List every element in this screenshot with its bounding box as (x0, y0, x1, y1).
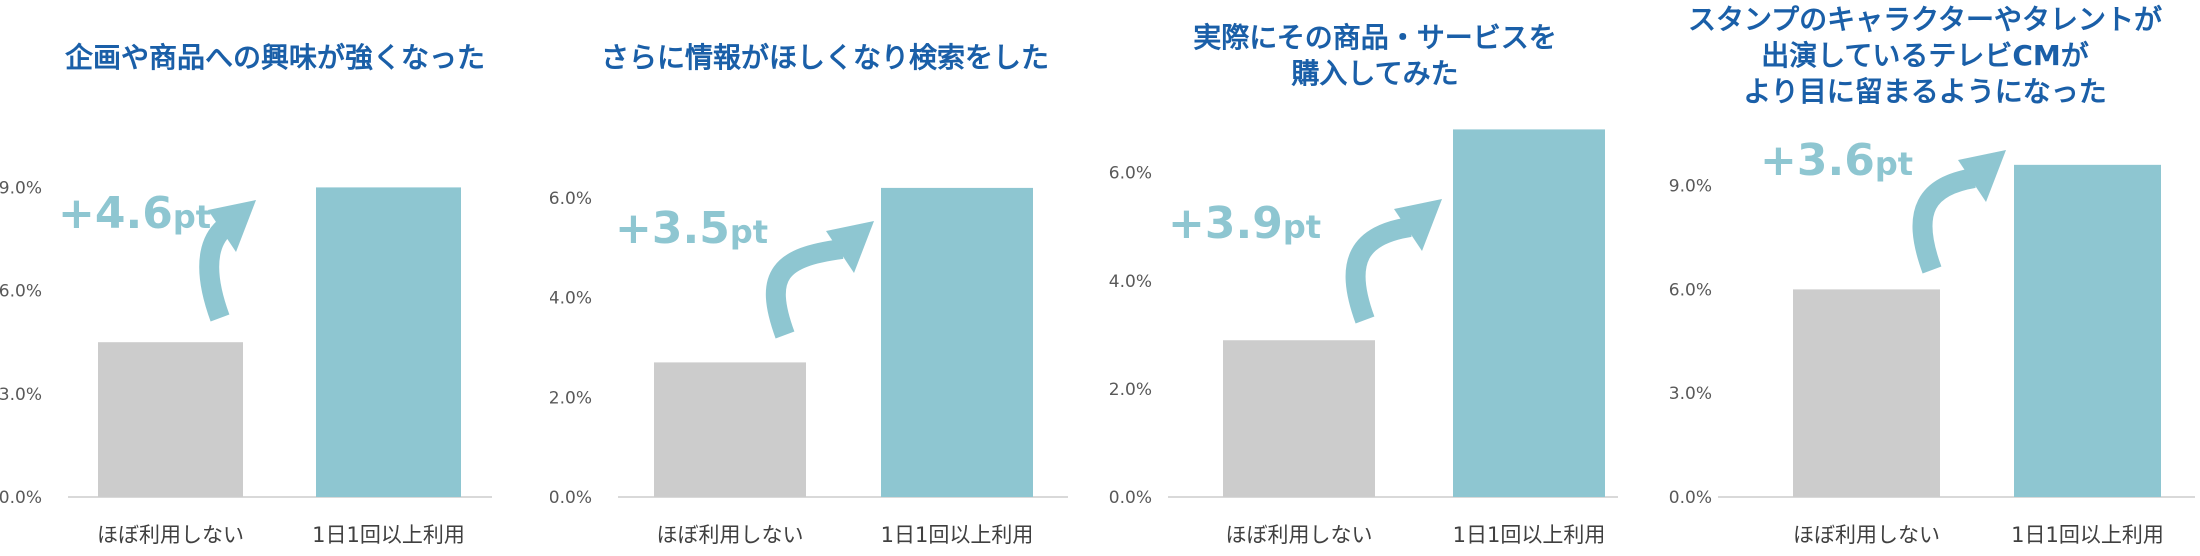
y-tick-label: 4.0% (1109, 272, 1152, 292)
category-label: ほぼ利用しない (1226, 523, 1373, 547)
y-tick-label: 3.0% (0, 385, 42, 405)
bar-low-usage (654, 362, 806, 497)
y-tick-label: 9.0% (1669, 177, 1712, 197)
y-tick-label: 2.0% (1109, 380, 1152, 400)
delta-label: +3.9pt (1168, 198, 1321, 249)
y-tick-label: 6.0% (1669, 280, 1712, 300)
bar-chart-search: 0.0% 2.0% 4.0% 6.0% ほぼ利用しない 1日1回以上利用 +3.5pt (550, 187, 1068, 547)
bar-chart-cm: 0.0% 3.0% 6.0% 9.0% ほぼ利用しない 1日1回以上利用 +3.6pt (1669, 135, 2195, 547)
arrow-icon (1345, 217, 1412, 324)
delta-label: +4.6pt (58, 188, 211, 239)
arrow-icon (765, 239, 844, 339)
y-tick-label: 6.0% (1109, 164, 1152, 184)
delta-label: +3.6pt (1760, 135, 1913, 186)
delta-label: +3.5pt (615, 203, 768, 254)
chart-title: スタンプのキャラクターやタレントが 出演しているテレビCMが より目に留まるよう… (1687, 3, 2163, 108)
category-label: ほぼ利用しない (657, 523, 804, 547)
category-label: ほぼ利用しない (97, 523, 244, 547)
chart-title: 実際にその商品・サービスを 購入してみた (1193, 21, 1557, 90)
bar-low-usage (98, 342, 243, 497)
bar-daily-usage (316, 187, 461, 497)
category-label: ほぼ利用しない (1793, 523, 1940, 547)
arrow-head-icon (1394, 199, 1442, 251)
chart-panel-search: さらに情報がほしくなり検索をした 0.0% 2.0% 4.0% 6.0% ほぼ利用しない… (550, 0, 1100, 556)
y-tick-label: 0.0% (1109, 488, 1152, 508)
y-tick-label: 4.0% (550, 289, 592, 309)
arrow-icon (199, 220, 231, 322)
bar-chart-interest: 0.0% 3.0% 6.0% 9.0% ほぼ利用しない 1日1回以上利用 +4.6pt (0, 178, 492, 547)
bar-daily-usage (881, 187, 1033, 497)
chart-title: さらに情報がほしくなり検索をした (600, 41, 1049, 74)
y-tick-label: 6.0% (0, 282, 42, 302)
chart-panel-interest: 企画や商品への興味が強くなった 0.0% 3.0% 6.0% 9.0% ほぼ利用しない 1… (0, 0, 550, 556)
y-tick-label: 0.0% (1669, 488, 1712, 508)
bar-chart-purchase: 0.0% 2.0% 4.0% 6.0% ほぼ利用しない 1日1回以上利用 +3.9pt (1109, 129, 1618, 547)
bar-low-usage (1793, 289, 1940, 497)
y-tick-label: 6.0% (550, 189, 592, 209)
bar-daily-usage (2014, 164, 2161, 497)
category-label: 1日1回以上利用 (312, 523, 465, 547)
bar-low-usage (1223, 340, 1375, 497)
y-tick-label: 2.0% (550, 388, 592, 408)
chart-title: 企画や商品への興味が強くなった (64, 41, 485, 74)
arrow-head-icon (1958, 150, 2006, 202)
bar-daily-usage (1453, 129, 1605, 497)
category-label: 1日1回以上利用 (2011, 523, 2164, 547)
y-tick-label: 0.0% (0, 488, 42, 508)
category-label: 1日1回以上利用 (1453, 523, 1606, 547)
y-tick-label: 9.0% (0, 178, 42, 198)
y-tick-label: 3.0% (1669, 384, 1712, 404)
arrow-icon (1912, 168, 1976, 274)
chart-panel-cm: スタンプのキャラクターやタレントが 出演しているテレビCMが より目に留まるよう… (1650, 0, 2200, 556)
arrow-head-icon (826, 221, 874, 273)
category-label: 1日1回以上利用 (881, 523, 1034, 547)
y-tick-label: 0.0% (550, 488, 592, 508)
arrow-head-icon (208, 200, 256, 252)
chart-panel-purchase: 実際にその商品・サービスを 購入してみた 0.0% 2.0% 4.0% 6.0% ほぼ利… (1100, 0, 1650, 556)
